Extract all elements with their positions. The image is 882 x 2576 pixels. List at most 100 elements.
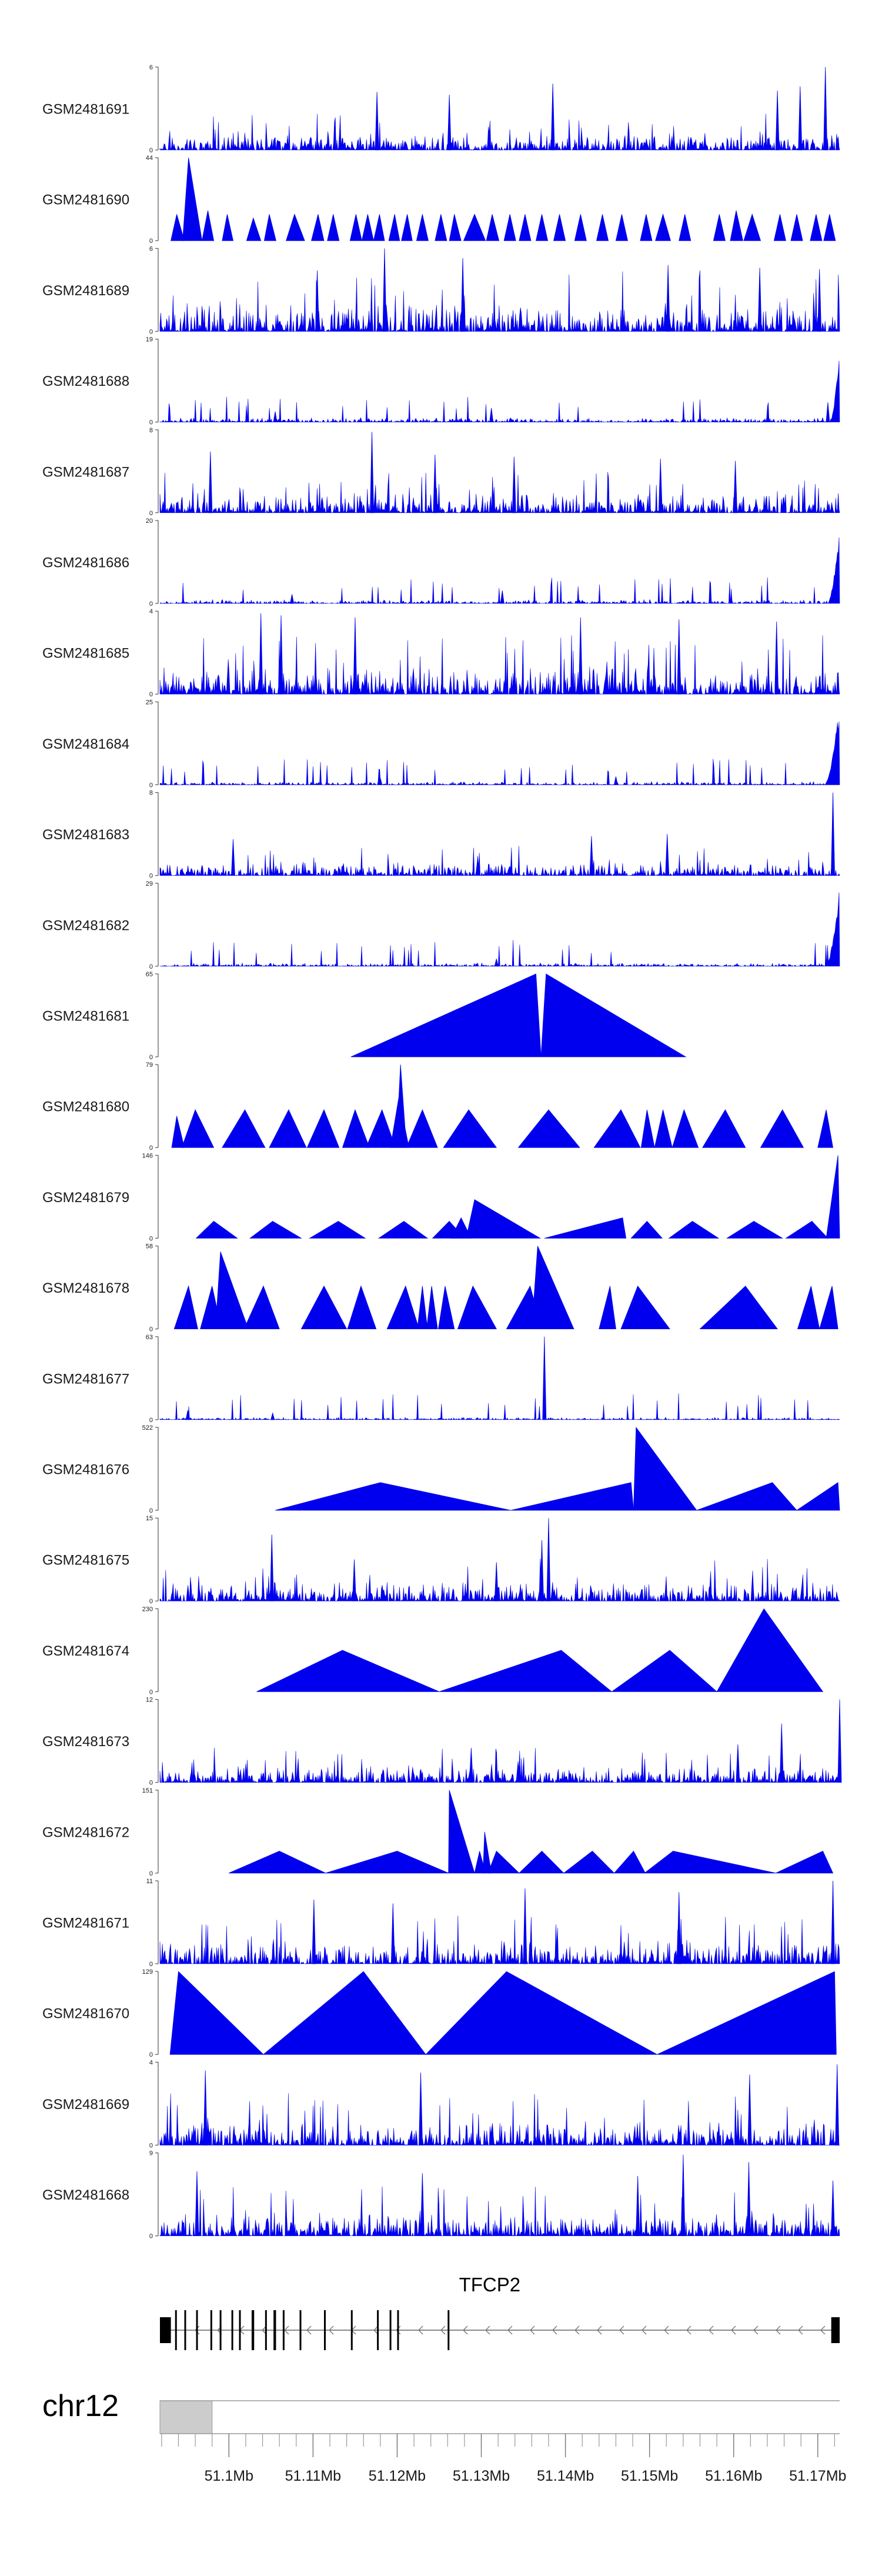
coverage-spike [375,92,379,151]
y-min-label: 0 [149,147,153,154]
coverage-spike [774,621,779,695]
track-label: GSM2481672 [42,1824,129,1840]
coverage-spike [658,459,663,513]
coverage-spike [677,619,681,695]
track-GSM2481688: GSM2481688 19 0 [42,336,840,426]
coverage-peak [760,1109,804,1148]
strand-chevron [753,2325,759,2335]
track-GSM2481674: GSM2481674 230 0 [42,1606,824,1696]
track-GSM2481681: GSM2481681 65 0 [42,971,687,1061]
tick-label: 51.12Mb [369,2468,426,2484]
track-GSM2481668: GSM2481668 9 0 [42,2150,840,2240]
strand-chevron [396,2325,401,2335]
coverage-peak [450,1217,472,1239]
genome-axis-track: chr12 51.1Mb 51.11Mb 51.12Mb 51.13Mb 51.14Mb 5… [42,2389,846,2484]
gene-exon [350,2310,353,2350]
y-min-label: 0 [149,510,153,517]
coverage-peak [671,1109,699,1148]
coverage-peak [563,1850,615,1874]
gene-exon [447,2310,450,2350]
gene-exon [231,2310,233,2350]
strand-chevron [820,2325,826,2335]
y-min-label: 0 [149,1054,153,1061]
coverage-spike [747,2074,752,2145]
coverage-spike [353,617,358,695]
coverage-spike [733,461,738,513]
gene-exon [389,2310,392,2350]
coverage-spike [378,777,383,785]
coverage-peak [668,1220,720,1239]
coverage-peak [633,1426,697,1511]
y-min-label: 0 [149,1689,153,1696]
gene-exon [239,2310,241,2350]
coverage-spike [279,615,283,695]
y-max-label: 9 [149,2150,153,2157]
coverage-area [159,2186,840,2236]
coverage-spike [259,613,263,695]
track-label: GSM2481680 [42,1099,129,1115]
coverage-peak [425,1971,657,2055]
y-max-label: 4 [149,608,153,615]
track-label: GSM2481677 [42,1371,129,1387]
coverage-peak [349,214,362,241]
track-GSM2481678: GSM2481678 58 0 [42,1243,838,1333]
coverage-spike [677,1892,681,1964]
coverage-peak [401,214,413,241]
coverage-peak [599,1286,616,1330]
coverage-spike [273,411,278,422]
coverage-spike [550,84,555,151]
coverage-spike [823,66,828,151]
track-GSM2481689: GSM2481689 6 0 [42,245,840,335]
strand-chevron [329,2325,334,2335]
coverage-area [159,635,840,695]
coverage-peak [654,1109,673,1148]
y-max-label: 129 [142,1968,153,1976]
y-max-label: 25 [146,699,153,706]
gene-exon [831,2317,840,2343]
coverage-peak [377,1220,429,1239]
track-GSM2481682: GSM2481682 29 0 [42,880,840,970]
coverage-area [159,1747,840,1783]
track-label: GSM2481686 [42,555,129,571]
track-label: GSM2481690 [42,192,129,208]
gene-exon [196,2310,198,2350]
track-label: GSM2481675 [42,1553,129,1569]
coverage-peak [249,1220,302,1239]
coverage-peak [426,1286,438,1330]
y-min-label: 0 [149,600,153,608]
y-max-label: 230 [142,1606,153,1613]
y-max-label: 11 [146,1878,153,1885]
gene-exon [251,2310,255,2350]
track-label: GSM2481687 [42,464,129,480]
coverage-spike [469,1747,473,1783]
strand-chevron [798,2325,803,2335]
gene-exon [265,2310,267,2350]
coverage-spike [231,839,235,876]
gene-exon [377,2310,379,2350]
coverage-peak [796,1482,840,1511]
coverage-spike [578,617,583,695]
coverage-peak [466,1199,542,1239]
coverage-spike [831,792,835,876]
y-min-label: 0 [149,1780,153,1787]
coverage-peak [613,1850,646,1874]
coverage-peak [181,1109,215,1148]
coverage-spike [523,1888,527,1964]
coverage-peak [416,214,429,241]
gene-exon [210,2310,212,2350]
y-max-label: 20 [146,518,153,525]
coverage-spike [460,258,465,332]
strand-chevron [262,2325,267,2335]
coverage-peak [256,1650,440,1692]
y-min-label: 0 [149,1144,153,1152]
track-label: GSM2481684 [42,736,129,752]
coverage-spike [589,836,594,876]
track-label: GSM2481678 [42,1280,129,1296]
strand-chevron [664,2325,669,2335]
coverage-area [159,721,840,785]
coverage-peak [342,1109,370,1148]
coverage-spike [666,265,670,332]
y-min-label: 0 [149,1598,153,1605]
y-max-label: 8 [149,427,153,434]
coverage-spike [817,269,822,332]
